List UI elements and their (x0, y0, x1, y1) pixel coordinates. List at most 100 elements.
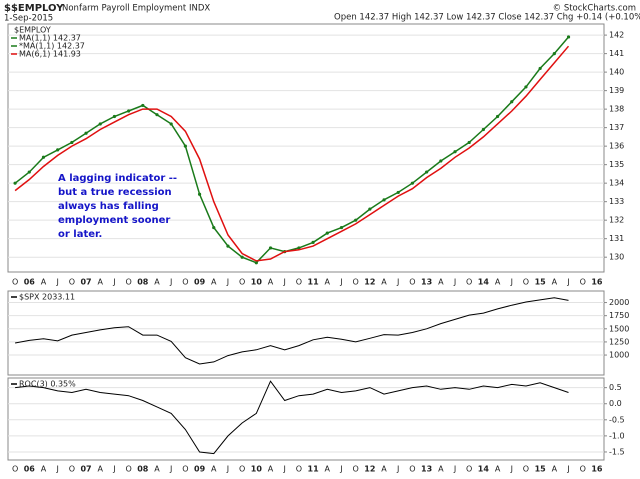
x-tick-label: 09 (194, 278, 206, 287)
y-tick-label: 132 (609, 216, 624, 225)
y-tick-label: -1.5 (609, 447, 625, 456)
y-tick-label: 136 (609, 142, 624, 151)
x-tick-label: O (239, 278, 245, 287)
x-tick-label: O (182, 465, 188, 474)
x-tick-label: J (283, 278, 286, 287)
panel-frame (7, 377, 605, 461)
x-tick-label: O (353, 465, 359, 474)
series-line (14, 36, 570, 264)
x-tick-label: 07 (80, 278, 91, 287)
data-point (552, 52, 556, 56)
x-tick-label: A (495, 278, 501, 287)
x-tick-label: O (523, 465, 529, 474)
data-point (297, 246, 301, 250)
x-tick-label: J (396, 278, 399, 287)
x-tick-label: J (112, 278, 115, 287)
y-tick-label: 141 (609, 49, 624, 58)
x-tick-label: J (566, 278, 569, 287)
x-tick-label: O (353, 278, 359, 287)
y-tick-label: 1500 (609, 324, 629, 333)
x-tick-label: A (211, 278, 217, 287)
x-tick-label: 08 (137, 465, 149, 474)
legend-entry: *MA(1,1) 142.37 (19, 42, 85, 51)
x-tick-label: A (381, 278, 387, 287)
x-tick-label: J (226, 465, 229, 474)
symbol: $$EMPLOY (4, 3, 64, 14)
data-point (84, 131, 88, 135)
x-tick-label: A (211, 465, 217, 474)
x-tick-label: O (125, 465, 131, 474)
x-tick-label: A (41, 465, 47, 474)
x-tick-label: O (239, 465, 245, 474)
y-tick-label: 140 (609, 68, 624, 77)
x-tick-label: 11 (308, 465, 320, 474)
data-point (56, 148, 60, 152)
x-tick-label: O (580, 465, 586, 474)
x-tick-label: 14 (478, 278, 490, 287)
x-tick-label: J (453, 465, 456, 474)
x-tick-label: O (69, 465, 75, 474)
x-tick-label: 08 (137, 278, 149, 287)
data-point (169, 122, 173, 126)
y-tick-label: 0.0 (609, 399, 622, 408)
x-tick-label: O (12, 278, 18, 287)
annotation: but a true recession (58, 187, 172, 198)
data-point (240, 255, 244, 259)
x-tick-label: O (466, 465, 472, 474)
x-tick-label: A (552, 278, 558, 287)
x-tick-label: A (552, 465, 558, 474)
data-point (325, 231, 329, 235)
x-tick-label: J (566, 465, 569, 474)
x-tick-label: O (296, 278, 302, 287)
x-tick-label: O (409, 465, 415, 474)
x-tick-label: A (438, 465, 444, 474)
x-tick-label: J (55, 278, 58, 287)
data-point (453, 150, 457, 154)
legend-entry: ROC(3) 0.35% (19, 380, 76, 389)
data-point (425, 170, 429, 174)
x-tick-label: A (438, 278, 444, 287)
quote: Open 142.37 High 142.37 Low 142.37 Close… (334, 13, 640, 23)
y-tick-label: 1750 (609, 311, 629, 320)
x-tick-label: 16 (591, 465, 603, 474)
x-tick-label: J (453, 278, 456, 287)
annotation: or later. (58, 229, 102, 240)
series-line (15, 380, 569, 455)
x-tick-label: O (523, 278, 529, 287)
x-tick-label: 11 (308, 278, 320, 287)
x-tick-label: J (283, 465, 286, 474)
data-point (396, 190, 400, 195)
x-tick-label: A (268, 465, 274, 474)
data-point (155, 113, 159, 117)
data-point (13, 181, 17, 185)
x-tick-label: 12 (364, 465, 375, 474)
data-point (112, 114, 117, 119)
annotation: employment sooner (58, 215, 170, 226)
x-tick-label: 12 (364, 278, 375, 287)
x-tick-label: O (409, 278, 415, 287)
legend-entry: $SPX 2033.11 (19, 293, 75, 302)
security-name: Nonfarm Payroll Employment INDX (62, 4, 210, 14)
series-line (15, 297, 569, 365)
y-tick-label: 2000 (609, 298, 629, 307)
x-tick-label: 13 (421, 278, 432, 287)
y-tick-label: 142 (609, 31, 624, 40)
legend-title: $EMPLOY (14, 26, 51, 35)
data-point (510, 100, 514, 104)
x-tick-label: J (510, 465, 513, 474)
y-tick-label: 131 (609, 234, 624, 243)
data-point (410, 181, 415, 185)
annotation: always has falling (58, 201, 159, 212)
x-tick-label: A (97, 278, 103, 287)
x-tick-label: A (381, 465, 387, 474)
x-tick-label: A (495, 465, 501, 474)
y-tick-label: 137 (609, 123, 624, 132)
panel-frame (7, 290, 605, 376)
x-tick-label: J (510, 278, 513, 287)
x-tick-label: O (296, 465, 302, 474)
data-point (141, 103, 145, 108)
x-tick-label: O (580, 278, 586, 287)
x-tick-label: A (41, 278, 47, 287)
data-point (467, 140, 471, 145)
data-point (339, 225, 344, 230)
